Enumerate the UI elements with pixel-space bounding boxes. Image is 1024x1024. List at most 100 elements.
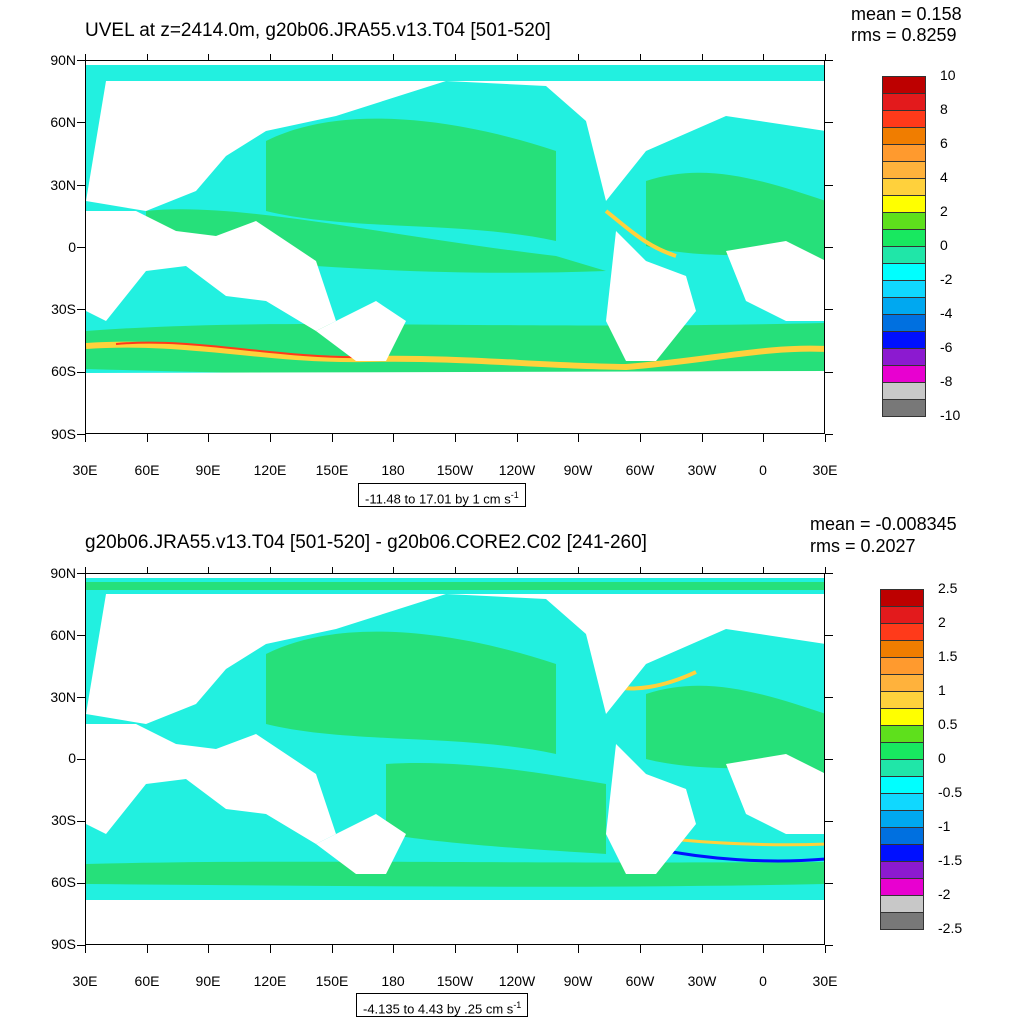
axis-tick [701, 434, 703, 442]
colorbar-swatch [882, 297, 926, 315]
axis-tick [270, 54, 271, 60]
axis-tick [208, 945, 210, 953]
contour-info-text: -4.135 to 4.43 by .25 cm s [363, 1001, 514, 1017]
lat-label: 30N [50, 177, 76, 193]
axis-tick [825, 434, 826, 442]
lon-label: 30E [72, 462, 98, 478]
colorbar-label: -4 [940, 305, 953, 321]
colorbar-label: 8 [940, 101, 948, 117]
axis-tick [578, 567, 580, 573]
map-field [86, 574, 824, 944]
contour-info-exponent: -1 [510, 490, 519, 500]
map-field [86, 61, 824, 433]
lon-label: 60E [134, 973, 160, 989]
axis-tick [516, 434, 518, 442]
lon-label: 0 [759, 462, 767, 478]
colorbar-label: -2 [938, 886, 951, 902]
axis-tick [77, 821, 85, 822]
colorbar-label: 2.5 [938, 580, 958, 596]
axis-tick [77, 945, 85, 946]
contour-info-text: -11.48 to 17.01 by 1 cm s [365, 491, 511, 507]
axis-tick [516, 54, 518, 60]
axis-tick [825, 371, 833, 373]
axis-tick [701, 54, 703, 60]
axis-tick [85, 434, 86, 442]
axis-tick [763, 434, 765, 442]
axis-tick [455, 54, 456, 60]
axis-tick [825, 309, 833, 311]
lon-label: 60W [625, 462, 655, 478]
colorbar-swatch [880, 657, 924, 675]
axis-tick [825, 635, 833, 636]
axis-tick [825, 945, 826, 953]
lat-label: 30S [51, 301, 76, 317]
colorbar-swatch [882, 382, 926, 400]
axis-tick [77, 697, 85, 698]
colorbar-swatch [882, 348, 926, 366]
colorbar-swatch [880, 674, 924, 692]
axis-tick [825, 54, 826, 60]
axis-tick [578, 945, 580, 953]
axis-tick [825, 184, 833, 186]
colorbar-label: -6 [940, 339, 953, 355]
axis-tick [270, 567, 271, 573]
lon-label: 120W [498, 462, 536, 478]
colorbar-label: 6 [940, 135, 948, 151]
lat-label: 90S [51, 936, 76, 952]
axis-tick [77, 184, 85, 186]
ocean-velocity-difference-map [85, 573, 825, 945]
axis-tick [455, 945, 456, 953]
axis-tick [393, 54, 395, 60]
axis-tick [455, 567, 456, 573]
axis-tick [208, 567, 210, 573]
colorbar-swatch [882, 178, 926, 196]
colorbar-label: -1.5 [938, 852, 963, 868]
lon-label: 120W [498, 973, 536, 989]
colorbar-swatch [880, 708, 924, 726]
lat-label: 90S [51, 426, 76, 442]
axis-tick [825, 573, 833, 574]
axis-tick [85, 54, 86, 60]
colorbar-swatch [882, 280, 926, 298]
colorbar-swatch [882, 246, 926, 264]
axis-tick [77, 759, 85, 760]
colorbar-label: 10 [940, 67, 956, 83]
axis-tick [146, 54, 148, 60]
lon-label: 150W [436, 462, 474, 478]
colorbar-swatch [880, 861, 924, 879]
axis-tick [146, 434, 148, 442]
colorbar-label: 4 [940, 169, 948, 185]
axis-tick [825, 434, 833, 435]
axis-tick [85, 945, 86, 953]
lon-label: 30W [687, 462, 717, 478]
axis-tick [77, 371, 85, 373]
colorbar-swatch [880, 776, 924, 794]
lon-label: 30W [687, 973, 717, 989]
lon-label: 150E [315, 462, 349, 478]
lon-label: 0 [759, 973, 767, 989]
axis-tick [146, 567, 148, 573]
axis-tick [146, 945, 148, 953]
panel-title: UVEL at z=2414.0m, g20b06.JRA55.v13.T04 … [85, 20, 551, 41]
axis-tick [85, 567, 86, 573]
lon-label: 180 [381, 462, 405, 478]
axis-tick [825, 945, 833, 946]
panel-title: g20b06.JRA55.v13.T04 [501-520] - g20b06.… [85, 532, 647, 553]
colorbar-swatch [880, 844, 924, 862]
axis-tick [825, 60, 833, 61]
axis-tick [77, 309, 85, 311]
axis-tick [640, 434, 641, 442]
axis-tick [77, 247, 85, 248]
axis-tick [763, 54, 765, 60]
colorbar-swatch [880, 827, 924, 845]
axis-tick [640, 54, 641, 60]
lat-label: 60S [51, 874, 76, 890]
colorbar [882, 76, 926, 417]
colorbar-label: 0 [938, 750, 946, 766]
axis-tick [516, 567, 518, 573]
colorbar-label: -0.5 [938, 784, 963, 800]
axis-tick [393, 945, 395, 953]
axis-tick [701, 567, 703, 573]
colorbar-swatch [880, 895, 924, 913]
lat-label: 30N [50, 689, 76, 705]
